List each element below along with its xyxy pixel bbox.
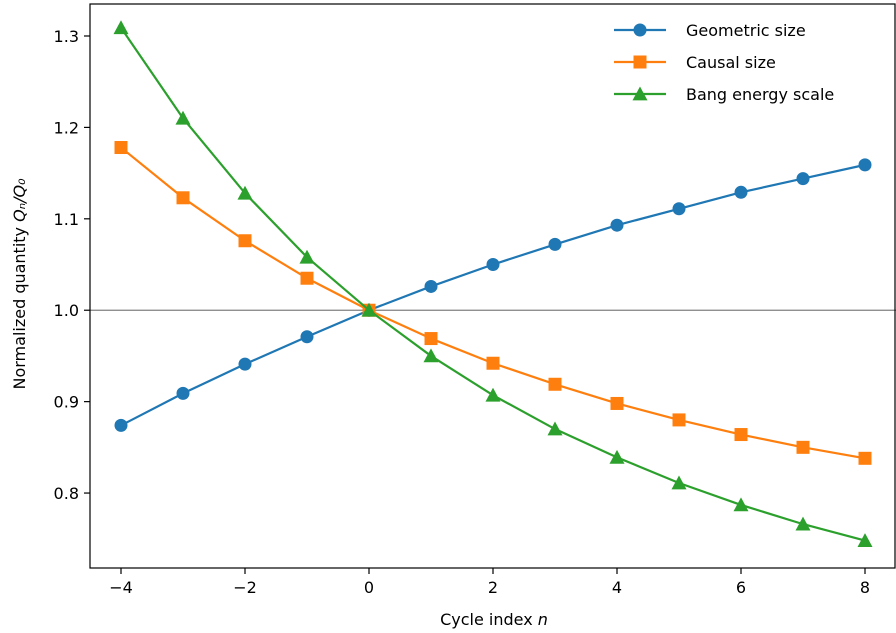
y-tick-label: 0.9 xyxy=(54,393,79,412)
data-point xyxy=(238,357,252,371)
data-point xyxy=(114,418,128,432)
data-point xyxy=(176,386,190,400)
data-point xyxy=(424,332,438,346)
data-point xyxy=(113,20,129,35)
data-point xyxy=(795,516,811,531)
data-point xyxy=(858,451,872,465)
data-point xyxy=(609,449,625,464)
data-point xyxy=(672,413,686,427)
data-point xyxy=(734,185,748,199)
series-2 xyxy=(114,141,872,465)
axes: −4 −2 0 2 4 6 8 0.8 0.9 1.0 1.1 1.2 1.3 xyxy=(54,3,896,597)
legend-label: Causal size xyxy=(686,53,776,72)
data-point xyxy=(548,377,562,391)
data-point xyxy=(238,234,252,248)
data-point xyxy=(857,533,873,547)
series-line xyxy=(120,146,866,460)
data-point xyxy=(796,440,810,454)
y-tick-label: 1.3 xyxy=(54,27,79,46)
y-tick-label: 1.2 xyxy=(54,118,79,137)
series-1 xyxy=(114,158,872,432)
legend-label: Geometric size xyxy=(686,21,806,40)
x-tick-label: 8 xyxy=(860,578,870,597)
legend-entry-3: Bang energy scale xyxy=(614,85,834,104)
series-3 xyxy=(113,20,873,547)
data-point xyxy=(671,475,687,490)
data-point xyxy=(423,348,439,363)
x-axis-label-text: Cycle index xyxy=(440,610,533,629)
plot-area xyxy=(90,20,896,547)
data-point xyxy=(548,237,562,251)
data-point xyxy=(733,497,749,512)
data-point xyxy=(176,191,190,205)
data-point xyxy=(734,428,748,442)
legend-marker xyxy=(633,23,647,37)
data-point xyxy=(485,387,501,402)
x-tick-label: 0 xyxy=(364,578,374,597)
legend-marker xyxy=(633,55,647,69)
data-point xyxy=(361,302,377,317)
series-line xyxy=(120,27,866,542)
data-point xyxy=(114,141,128,155)
x-axis-label-variable: n xyxy=(538,610,548,629)
data-point xyxy=(300,271,314,285)
data-point xyxy=(610,218,624,232)
data-point xyxy=(610,396,624,410)
y-axis-label-variable: Qₙ/Q₀ xyxy=(10,178,29,222)
y-tick-label: 1.0 xyxy=(54,301,79,320)
x-tick-label: 4 xyxy=(612,578,622,597)
x-tick-label: 2 xyxy=(488,578,498,597)
y-tick-label: 0.8 xyxy=(54,484,79,503)
data-point xyxy=(424,279,438,293)
data-point xyxy=(547,421,563,436)
series-line xyxy=(120,163,866,427)
legend-entry-1: Geometric size xyxy=(614,21,806,40)
data-point xyxy=(486,258,500,272)
legend-marker xyxy=(632,86,648,101)
y-axis-label: Normalized quantity Qₙ/Q₀ xyxy=(10,178,29,390)
data-point xyxy=(237,185,253,200)
data-point xyxy=(175,110,191,125)
x-axis-label: Cycle index n xyxy=(440,610,548,629)
x-tick-label: −4 xyxy=(109,578,133,597)
data-point xyxy=(796,172,810,186)
x-tick-label: −2 xyxy=(233,578,257,597)
legend: Geometric size Causal size Bang energy sca… xyxy=(614,21,834,104)
data-point xyxy=(672,202,686,216)
x-tick-label: 6 xyxy=(736,578,746,597)
data-point xyxy=(299,249,315,264)
y-tick-label: 1.1 xyxy=(54,210,79,229)
data-point xyxy=(300,330,314,344)
legend-entry-2: Causal size xyxy=(614,53,776,72)
legend-label: Bang energy scale xyxy=(686,85,834,104)
data-point xyxy=(858,158,872,172)
y-axis-label-text: Normalized quantity xyxy=(10,227,29,390)
data-point xyxy=(486,356,500,370)
